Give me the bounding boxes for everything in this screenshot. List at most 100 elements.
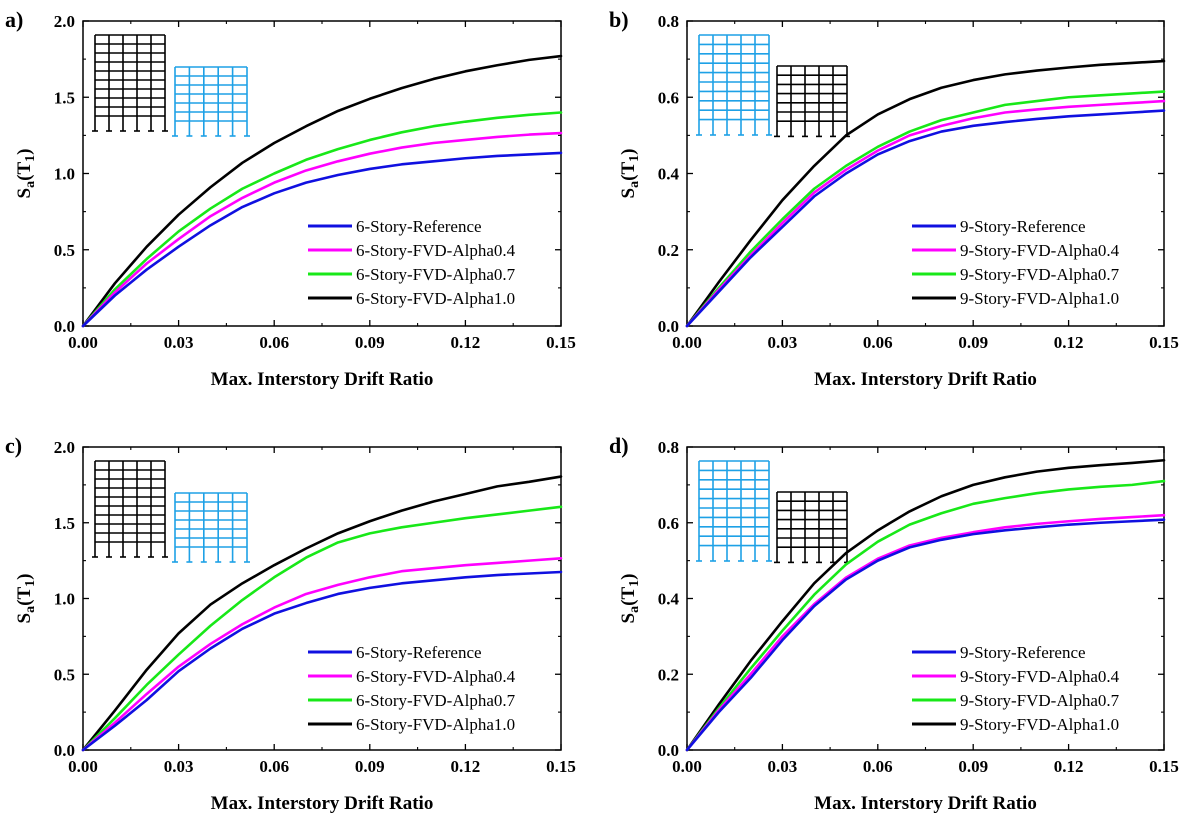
y-axis-title-part: (T bbox=[14, 162, 35, 181]
y-axis-title-part: (T bbox=[618, 587, 639, 606]
panel-label: c) bbox=[5, 433, 22, 458]
y-axis-title-part: ) bbox=[14, 574, 35, 580]
chart-panel-3: c) 0.00 0.03 0.06 0.09 0.12 0.15 0.0 0.5 1.0 1.5 2.… bbox=[5, 433, 576, 814]
x-tick-label: 0.06 bbox=[259, 757, 289, 776]
panel-label: b) bbox=[609, 7, 629, 32]
series-line-alpha04 bbox=[685, 99, 1166, 328]
y-tick-label: 0.0 bbox=[658, 741, 679, 760]
y-tick-label: 0.4 bbox=[658, 165, 680, 184]
x-tick-label: 0.12 bbox=[1054, 757, 1084, 776]
x-tick-label: 0.12 bbox=[451, 333, 481, 352]
building-frame-left bbox=[696, 460, 772, 562]
y-tick-label: 0.2 bbox=[658, 241, 679, 260]
legend-label: 9-Story-FVD-Alpha1.0 bbox=[960, 715, 1119, 734]
x-tick-label: 0.03 bbox=[164, 757, 194, 776]
x-tick-label: 0.15 bbox=[546, 333, 576, 352]
y-axis-title-part: a bbox=[23, 181, 38, 188]
y-tick-label: 1.0 bbox=[54, 590, 75, 609]
series-line-alpha04 bbox=[81, 131, 563, 328]
legend-label: 9-Story-FVD-Alpha0.7 bbox=[960, 691, 1120, 710]
building-frame-right bbox=[774, 491, 850, 564]
y-axis-title: Sa(T1) bbox=[618, 149, 642, 199]
x-tick-label: 0.00 bbox=[68, 333, 98, 352]
legend-label: 6-Story-FVD-Alpha1.0 bbox=[356, 289, 515, 308]
y-axis-title-part: S bbox=[14, 613, 35, 624]
x-axis-title: Max. Interstory Drift Ratio bbox=[814, 793, 1037, 814]
y-tick-label: 0.5 bbox=[54, 241, 75, 260]
y-axis-title-part: 1 bbox=[23, 580, 38, 587]
building-inset bbox=[696, 34, 850, 138]
legend-label: 6-Story-FVD-Alpha0.7 bbox=[356, 265, 516, 284]
building-inset bbox=[92, 460, 250, 563]
y-tick-label: 0.6 bbox=[658, 514, 679, 533]
building-frame-right bbox=[774, 65, 850, 138]
chart-panel-1: a) 0.00 0.03 0.06 0.09 0.12 0.15 0.0 0.5 1.0 1.5 2.… bbox=[5, 7, 576, 390]
x-axis-title: Max. Interstory Drift Ratio bbox=[211, 369, 434, 390]
series-line-alpha10 bbox=[685, 458, 1166, 752]
y-tick-label: 2.0 bbox=[54, 438, 75, 457]
y-tick-label: 2.0 bbox=[54, 12, 75, 31]
y-axis-title: Sa(T1) bbox=[618, 574, 642, 624]
series-line-alpha07 bbox=[685, 90, 1166, 328]
series-line-alpha07 bbox=[81, 111, 563, 328]
series-line-alpha10 bbox=[81, 54, 563, 328]
x-tick-label: 0.09 bbox=[355, 757, 385, 776]
legend-label: 9-Story-FVD-Alpha0.7 bbox=[960, 265, 1120, 284]
x-tick-label: 0.06 bbox=[863, 757, 893, 776]
series-line-alpha10 bbox=[685, 59, 1166, 328]
y-axis-title-part: 1 bbox=[627, 155, 642, 162]
series-line-reference bbox=[685, 109, 1166, 328]
panel-label: d) bbox=[609, 433, 629, 458]
building-frame-right bbox=[172, 66, 250, 137]
y-axis-title-part: a bbox=[23, 606, 38, 613]
x-tick-label: 0.00 bbox=[672, 757, 702, 776]
y-axis-title-part: ) bbox=[14, 149, 35, 155]
building-frame-left bbox=[696, 34, 772, 136]
y-axis-title-part: S bbox=[14, 188, 35, 199]
x-tick-label: 0.15 bbox=[546, 757, 576, 776]
building-inset bbox=[696, 460, 850, 564]
series-line-alpha10 bbox=[81, 475, 563, 752]
x-tick-label: 0.12 bbox=[451, 757, 481, 776]
building-inset bbox=[92, 34, 250, 137]
series-line-alpha04 bbox=[685, 513, 1166, 752]
y-axis-title-part: a bbox=[627, 181, 642, 188]
y-tick-label: 0.8 bbox=[658, 12, 679, 31]
y-axis-title-part: S bbox=[618, 188, 639, 199]
x-tick-label: 0.12 bbox=[1054, 333, 1084, 352]
series-line-reference bbox=[81, 151, 563, 328]
y-tick-label: 0.6 bbox=[658, 88, 679, 107]
chart-panel-2: b) 0.00 0.03 0.06 0.09 0.12 0.15 0.0 0.2 0.4 0.6 0.… bbox=[609, 7, 1179, 390]
x-tick-label: 0.03 bbox=[768, 333, 798, 352]
y-axis-title: Sa(T1) bbox=[14, 574, 38, 624]
panel-label: a) bbox=[5, 7, 23, 32]
series-line-alpha04 bbox=[81, 557, 563, 752]
building-frame-right bbox=[172, 492, 250, 563]
y-tick-label: 1.5 bbox=[54, 88, 75, 107]
y-tick-label: 1.5 bbox=[54, 514, 75, 533]
series-line-reference bbox=[685, 518, 1166, 752]
x-tick-label: 0.15 bbox=[1149, 333, 1179, 352]
series-line-alpha07 bbox=[81, 505, 563, 752]
y-tick-label: 0.8 bbox=[658, 438, 679, 457]
y-tick-label: 0.0 bbox=[658, 317, 679, 336]
legend-label: 6-Story-Reference bbox=[356, 217, 482, 236]
x-tick-label: 0.15 bbox=[1149, 757, 1179, 776]
legend-label: 6-Story-FVD-Alpha0.7 bbox=[356, 691, 516, 710]
x-tick-label: 0.09 bbox=[958, 757, 988, 776]
y-axis-title-part: ) bbox=[618, 574, 639, 580]
y-axis-title-part: (T bbox=[14, 587, 35, 606]
x-axis-title: Max. Interstory Drift Ratio bbox=[814, 369, 1037, 390]
x-tick-label: 0.09 bbox=[355, 333, 385, 352]
legend-label: 6-Story-FVD-Alpha1.0 bbox=[356, 715, 515, 734]
x-tick-label: 0.03 bbox=[768, 757, 798, 776]
x-tick-label: 0.06 bbox=[259, 333, 289, 352]
x-tick-label: 0.06 bbox=[863, 333, 893, 352]
y-tick-label: 0.0 bbox=[54, 741, 75, 760]
x-tick-label: 0.09 bbox=[958, 333, 988, 352]
series-line-alpha07 bbox=[685, 479, 1166, 752]
legend-label: 6-Story-FVD-Alpha0.4 bbox=[356, 241, 516, 260]
x-tick-label: 0.03 bbox=[164, 333, 194, 352]
legend-label: 6-Story-Reference bbox=[356, 643, 482, 662]
